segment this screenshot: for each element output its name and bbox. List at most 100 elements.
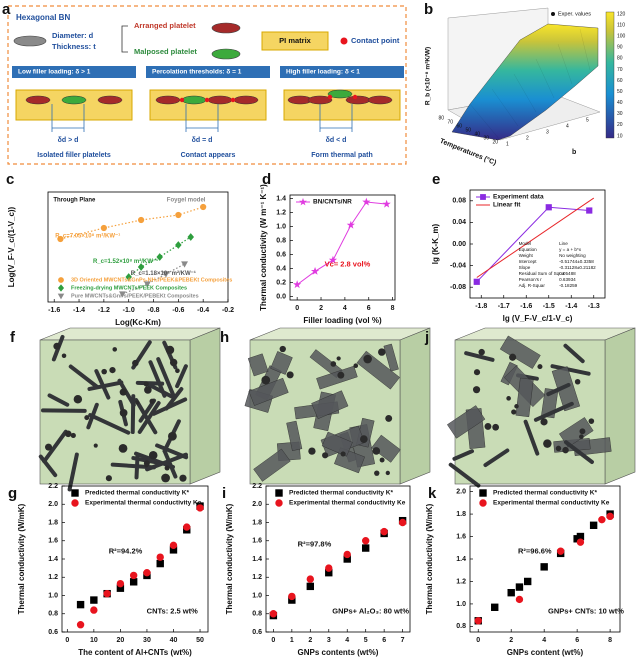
filler-sphere	[175, 368, 180, 374]
fit-table-cell: Intercept	[519, 259, 538, 264]
point	[382, 199, 391, 208]
legend-label: Experimental thermal conductivity Ke	[85, 500, 202, 507]
point	[187, 233, 195, 241]
filler-sphere	[53, 342, 61, 350]
x-tick-label: -1.0	[123, 307, 135, 314]
point	[474, 617, 482, 625]
filler-sphere	[119, 388, 127, 396]
colorbar-tick-label: 40	[617, 100, 623, 106]
x-tick-label: 2	[308, 637, 312, 644]
point	[473, 278, 480, 285]
stage-caption: Contact appears	[181, 152, 236, 159]
fit-table-cell: -0.31128±0.21182	[559, 265, 596, 270]
x-tick-label: -1.6	[520, 303, 532, 310]
y-tick-label: 1.8	[48, 519, 58, 526]
contact-point	[179, 97, 185, 103]
point	[143, 568, 151, 577]
cube-top	[249, 327, 431, 341]
legend-marker	[479, 499, 487, 507]
cube-top	[39, 327, 221, 341]
filler-sphere	[555, 445, 562, 452]
filler-sphere	[61, 353, 67, 359]
platelet	[367, 95, 393, 105]
matrix-box	[149, 89, 267, 121]
point	[103, 589, 111, 598]
filler-sphere	[353, 363, 359, 369]
filler-group	[244, 343, 401, 482]
stage-header: Low filler loading: δ > 1	[18, 69, 91, 76]
filler-sheet	[311, 390, 349, 420]
y-tick-label: 2.2	[252, 483, 262, 490]
y-tick-label: 1.4	[276, 195, 286, 202]
legend-label: Predicted thermal conductivity K*	[493, 490, 597, 497]
filler-rod	[175, 364, 188, 389]
point	[76, 600, 85, 609]
filler-sphere	[105, 475, 112, 482]
filler-rod	[94, 369, 111, 400]
filler-sphere	[540, 418, 548, 426]
point	[540, 563, 548, 571]
x-axis-label: Filler loading (vol %)	[303, 316, 382, 325]
filler-sphere	[472, 386, 481, 394]
filler-rod	[68, 364, 99, 389]
stage-relation: δd > d	[58, 137, 79, 144]
fit-table-cell: Pearson's r	[519, 277, 543, 282]
fit-table-cell: -0.18259	[559, 283, 578, 288]
point	[200, 203, 207, 211]
point	[545, 204, 552, 211]
filler-sheet	[248, 377, 289, 406]
fit-table-cell: Line	[559, 241, 568, 246]
surface-mesh	[535, 58, 555, 99]
filler-rod	[464, 351, 495, 362]
cube-side	[189, 327, 221, 485]
legend-marker	[480, 194, 486, 200]
x-axis-label: GNPs content (wt%)	[507, 648, 584, 657]
contact-point	[204, 97, 210, 103]
point	[57, 235, 64, 243]
y-tick-label: 5	[586, 117, 589, 123]
cube-side	[604, 327, 636, 485]
annotation: Foygel model	[167, 197, 206, 203]
platelet	[207, 95, 233, 105]
y-tick-label: 1.4	[456, 556, 466, 563]
point	[515, 583, 524, 591]
x-tick-label: -1.7	[498, 303, 510, 310]
filler-rod	[146, 382, 174, 399]
filler-sphere	[378, 348, 386, 356]
legend-label: Experiment data	[493, 194, 544, 201]
arranged-text: Arranged platelet	[134, 21, 196, 30]
annotation: GNPs+ Al₂O₃: 80 wt%	[332, 607, 409, 616]
x-tick-label: -1.6	[48, 307, 60, 314]
point	[269, 610, 278, 618]
legend-marker	[479, 489, 487, 497]
legend-marker	[58, 277, 64, 283]
filler-sphere	[119, 409, 128, 417]
legend-marker	[275, 499, 283, 507]
filler-sheet	[371, 434, 401, 463]
point	[162, 271, 170, 278]
filler-sphere	[165, 345, 175, 355]
arranged-icon	[211, 22, 241, 34]
legend-text: Exper. values	[558, 11, 591, 17]
filler-sphere	[574, 378, 581, 385]
legend-label: Predicted thermal conductivity K*	[85, 490, 189, 497]
point	[76, 621, 85, 629]
colorbar-tick-label: 30	[617, 111, 623, 117]
fit-table-cell: Adj. R-Squar	[519, 283, 546, 288]
fit-table-cell: Model	[519, 241, 532, 246]
y-axis-label: Thermal conductivity (W m⁻¹ K⁻¹)	[259, 184, 268, 311]
fit-table-cell: No weighting	[559, 253, 586, 258]
y-tick-label: 1.2	[456, 578, 466, 585]
filler-sphere	[118, 444, 128, 453]
surface	[451, 23, 599, 141]
filler-rod	[564, 440, 594, 465]
legend-marker	[551, 12, 555, 16]
point	[90, 606, 98, 614]
filler-rod	[523, 419, 540, 456]
filler-sphere	[514, 404, 519, 409]
x-tick-label: 4	[542, 637, 546, 644]
legend-marker	[71, 499, 79, 507]
filler-sphere	[135, 400, 140, 405]
panel-label: a	[2, 1, 11, 18]
